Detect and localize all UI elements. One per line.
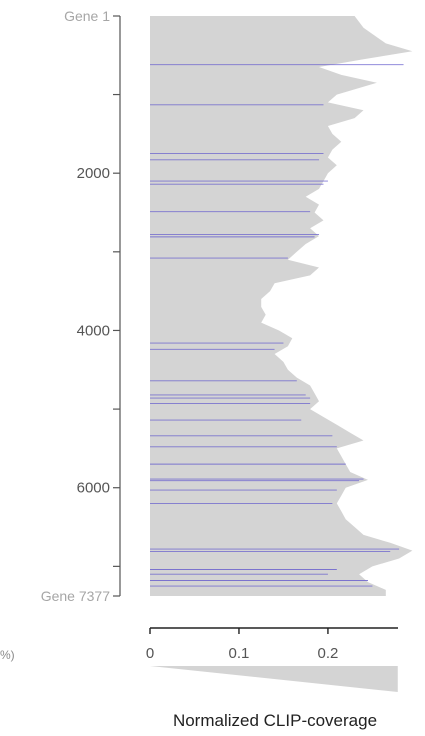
y-tick-label: 2000: [77, 165, 110, 182]
coverage-area-layer: [150, 16, 413, 596]
x-axis: 0 0.1 0.2: [146, 627, 398, 662]
x-tick-label: 0: [146, 645, 154, 662]
y-tick-label: 4000: [77, 322, 110, 339]
gene-range-label: Gene 1: [64, 8, 110, 24]
x-tick-label: 0.2: [318, 645, 339, 662]
coverage-area: [150, 16, 413, 596]
side-label: %): [0, 648, 15, 662]
coverage-scale-wedge: [150, 666, 398, 692]
x-tick-label: 0.1: [229, 645, 250, 662]
highlighted-genes-layer: [150, 64, 404, 587]
x-axis-title: Normalized CLIP-coverage: [173, 711, 377, 730]
coverage-wedge: [150, 666, 398, 692]
gene-range-label: Gene 7377: [41, 588, 110, 604]
y-axis: Gene 1 2000 4000 6000 Gene 7377: [41, 8, 121, 604]
y-tick-label: 6000: [77, 480, 110, 497]
